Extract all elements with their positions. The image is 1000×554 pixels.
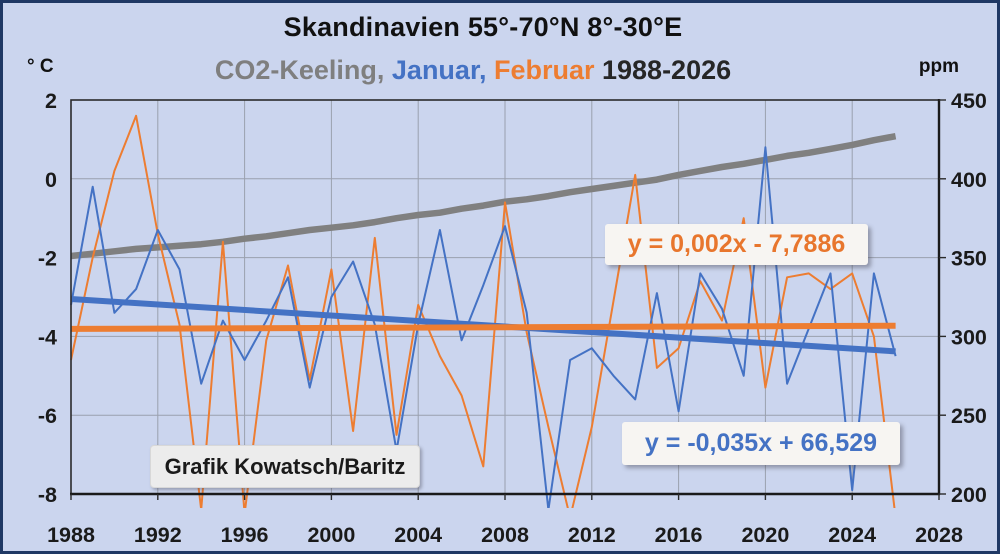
- svg-text:300: 300: [951, 325, 987, 349]
- svg-text:200: 200: [951, 483, 987, 507]
- svg-text:1996: 1996: [221, 523, 269, 547]
- x-axis-tick-labels: 1988 1992 1996 2000 2004 2008 2012 2016 2020 2024…: [47, 523, 963, 547]
- svg-text:2012: 2012: [568, 523, 616, 547]
- februar-trend-equation-label: y = 0,002x - 7,7886: [605, 224, 868, 265]
- svg-text:2008: 2008: [481, 523, 529, 547]
- left-axis-unit-label: ° C: [27, 56, 54, 77]
- svg-text:350: 350: [951, 247, 987, 271]
- subtitle-februar: Februar: [493, 55, 602, 85]
- plot-area: 1988 1992 1996 2000 2004 2008 2012 2016 2020 2024…: [38, 89, 987, 547]
- svg-text:400: 400: [951, 168, 987, 192]
- svg-text:2016: 2016: [655, 523, 703, 547]
- chart-title: Skandinavien 55°-70°N 8°-30°E: [283, 12, 683, 42]
- svg-text:-6: -6: [38, 404, 57, 428]
- svg-text:-8: -8: [38, 483, 57, 507]
- credit-label: Grafik Kowatsch/Baritz: [150, 445, 420, 488]
- chart-subtitle: CO2-Keeling, Januar, Februar 1988-2026: [3, 55, 943, 86]
- svg-text:2020: 2020: [741, 523, 789, 547]
- svg-text:1988: 1988: [47, 523, 95, 547]
- svg-text:450: 450: [951, 89, 987, 113]
- svg-text:2004: 2004: [394, 523, 442, 547]
- svg-text:-2: -2: [38, 247, 57, 271]
- svg-text:2: 2: [45, 89, 57, 113]
- series-co2-keeling: [70, 133, 897, 260]
- left-axis-tick-labels: 2 0 -2 -4 -6 -8: [38, 89, 57, 507]
- data-series: [70, 114, 897, 508]
- svg-text:1992: 1992: [134, 523, 182, 547]
- svg-text:250: 250: [951, 404, 987, 428]
- svg-text:2000: 2000: [307, 523, 355, 547]
- svg-text:-4: -4: [38, 325, 57, 349]
- right-axis-unit-label: ppm: [918, 56, 959, 77]
- svg-text:0: 0: [45, 168, 57, 192]
- series-februar: [70, 114, 896, 508]
- svg-text:2028: 2028: [915, 523, 963, 547]
- svg-text:2024: 2024: [828, 523, 876, 547]
- trend-lines: [70, 295, 896, 355]
- subtitle-co2-keeling: CO2-Keeling,: [214, 55, 392, 85]
- januar-trend-equation-label: y = -0,035x + 66,529: [622, 422, 900, 465]
- subtitle-januar: Januar,: [391, 55, 494, 85]
- right-axis-tick-labels: 450 400 350 300 250 200: [951, 89, 987, 507]
- trend-februar-trend: [70, 322, 896, 332]
- tick-marks: [70, 99, 946, 500]
- series-januar: [70, 146, 897, 508]
- subtitle-years: 1988-2026: [602, 55, 732, 85]
